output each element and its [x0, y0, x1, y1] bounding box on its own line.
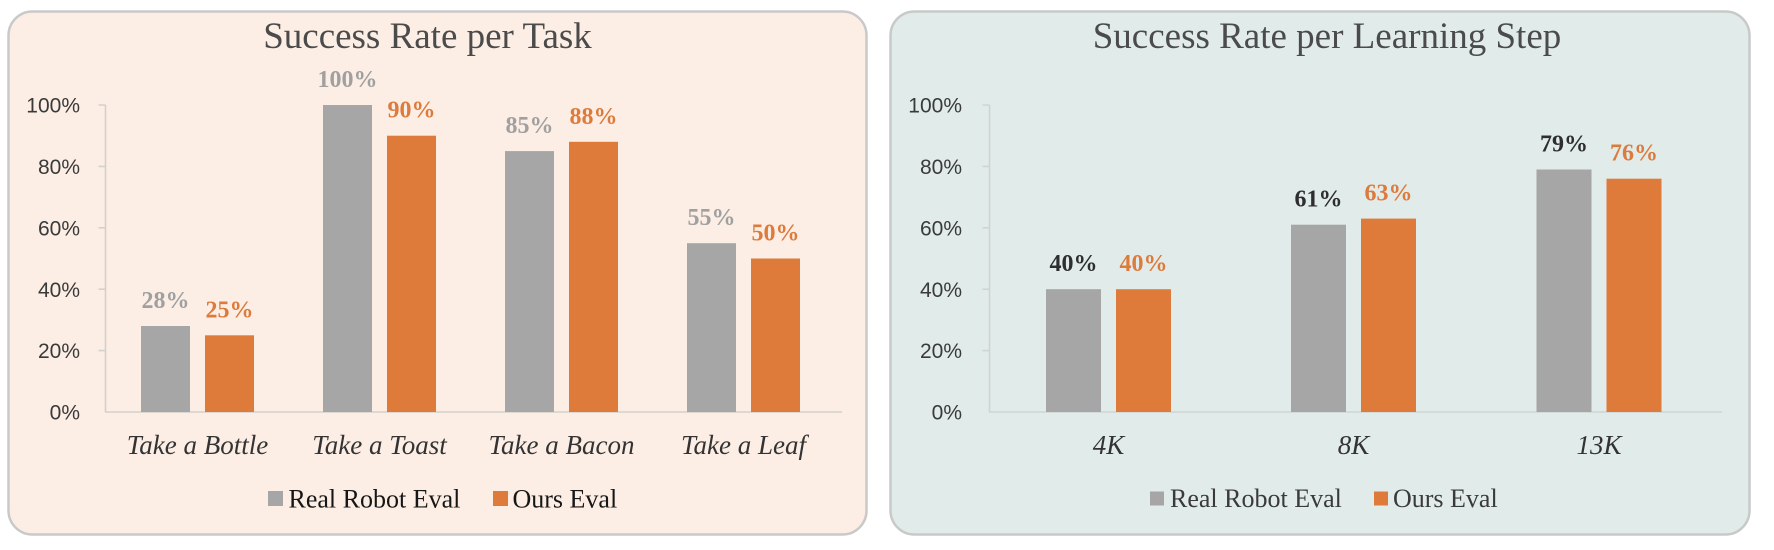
svg-text:Real Robot Eval: Real Robot Eval	[289, 485, 461, 514]
svg-text:Ours Eval: Ours Eval	[513, 485, 618, 514]
svg-text:90%: 90%	[388, 98, 436, 124]
svg-text:Take a Leaf: Take a Leaf	[681, 430, 810, 460]
svg-text:Take a Toast: Take a Toast	[312, 430, 448, 460]
svg-text:40%: 40%	[38, 279, 80, 302]
svg-text:Success Rate per Task: Success Rate per Task	[263, 16, 592, 57]
svg-text:Real Robot Eval: Real Robot Eval	[1170, 484, 1342, 513]
svg-text:4K: 4K	[1093, 430, 1127, 460]
svg-text:25%: 25%	[206, 297, 254, 323]
svg-text:60%: 60%	[920, 217, 962, 240]
svg-text:76%: 76%	[1610, 141, 1658, 167]
svg-text:50%: 50%	[752, 221, 800, 247]
svg-text:79%: 79%	[1540, 132, 1588, 158]
svg-text:Success Rate per Learning Step: Success Rate per Learning Step	[1093, 16, 1562, 57]
svg-text:55%: 55%	[688, 205, 736, 231]
svg-text:100%: 100%	[26, 95, 80, 118]
svg-text:0%: 0%	[50, 402, 80, 425]
svg-text:100%: 100%	[908, 95, 962, 118]
svg-text:20%: 20%	[38, 340, 80, 363]
svg-text:8K: 8K	[1338, 430, 1372, 460]
svg-text:28%: 28%	[142, 288, 190, 314]
svg-text:80%: 80%	[38, 156, 80, 179]
svg-text:40%: 40%	[920, 279, 962, 302]
svg-text:100%: 100%	[318, 67, 378, 93]
svg-text:0%: 0%	[932, 402, 962, 425]
svg-text:40%: 40%	[1120, 251, 1168, 277]
svg-text:13K: 13K	[1576, 430, 1623, 460]
svg-text:80%: 80%	[920, 156, 962, 179]
svg-text:61%: 61%	[1295, 187, 1343, 213]
svg-text:88%: 88%	[570, 104, 618, 130]
svg-text:40%: 40%	[1050, 251, 1098, 277]
svg-text:63%: 63%	[1365, 181, 1413, 207]
svg-text:60%: 60%	[38, 217, 80, 240]
svg-text:Take a Bacon: Take a Bacon	[489, 430, 635, 460]
svg-text:20%: 20%	[920, 340, 962, 363]
svg-text:Take a Bottle: Take a Bottle	[127, 430, 269, 460]
svg-text:Ours Eval: Ours Eval	[1393, 484, 1498, 513]
svg-text:85%: 85%	[506, 113, 554, 139]
